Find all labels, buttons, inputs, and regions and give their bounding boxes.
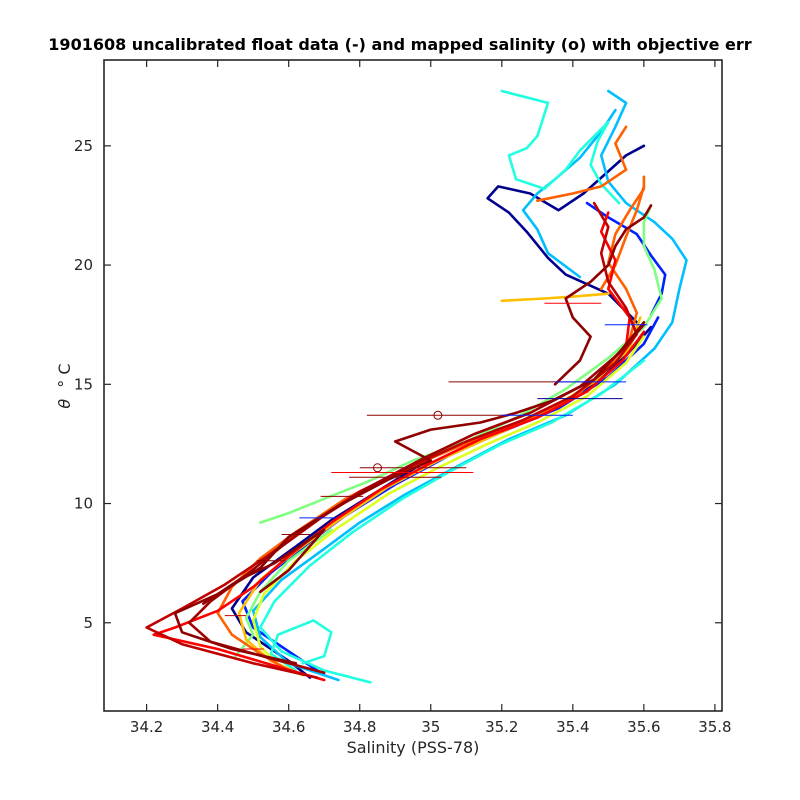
x-tick-label-8: 35.8 [698,718,731,736]
plot-frame [103,59,723,712]
profile-line-8 [269,619,333,672]
y-tick-label-3: 20 [74,256,93,274]
y-tick-label-2: 15 [74,375,93,393]
y-axis-label-symbol: θ [55,399,74,409]
axis-ticks: 34.2 34.4 34.6 34.8 35 35.2 35.4 35.6 35.8 5 10 15 2… [74,60,732,736]
profile-line-19 [145,201,639,679]
profile-line-7 [500,89,621,205]
x-tick-label-2: 34.6 [272,718,305,736]
profile-line-15 [536,125,628,202]
x-tick-label-1: 34.4 [201,718,234,736]
plot-data-layer [145,89,688,684]
x-tick-label-0: 34.2 [130,718,163,736]
y-tick-label-0: 5 [83,614,93,632]
x-tick-label-7: 35.6 [627,718,660,736]
x-tick-label-5: 35.2 [485,718,518,736]
x-tick-label-3: 34.8 [343,718,376,736]
profile-line-9 [259,204,663,524]
x-tick-label-4: 35 [421,718,440,736]
profile-line-23 [202,528,326,605]
y-axis-label-text: θ ° C [55,363,74,408]
y-tick-label-1: 10 [74,495,93,513]
chart-title: 1901608 uncalibrated float data (-) and … [48,35,751,54]
y-tick-label-4: 25 [74,137,93,155]
profile-line-13 [500,292,610,303]
profile-line-11 [251,335,646,670]
profile-line-22 [553,204,653,386]
mapped-salinity-marker-0 [433,410,443,420]
profile-line-1 [486,144,646,324]
profile-line-5 [521,108,617,279]
profile-line-10 [234,528,333,658]
profile-line-16 [599,185,646,291]
profile-line-18 [599,211,631,348]
profile-line-21 [173,321,646,665]
y-axis-label: θ ° C [55,363,74,408]
x-tick-label-6: 35.4 [556,718,589,736]
x-axis-label: Salinity (PSS-78) [347,738,480,757]
mapped-salinity-marker-1 [372,463,382,473]
profile-line-6 [259,359,646,684]
y-axis-label-unit: ° C [55,363,74,387]
